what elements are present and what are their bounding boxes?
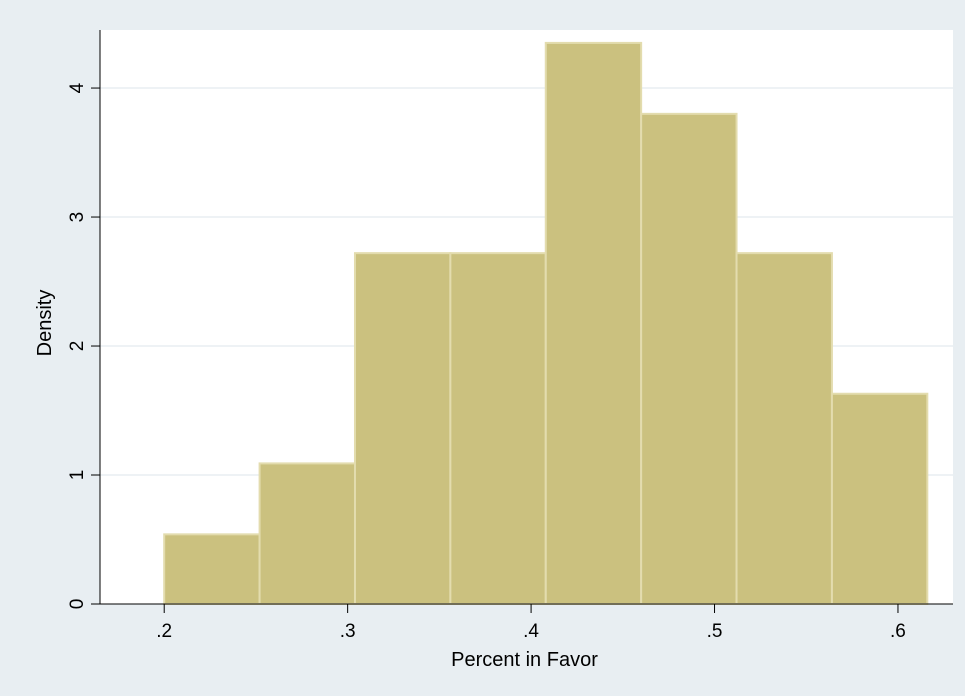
x-tick-label: .3 [340,621,356,642]
histogram-bar-2 [258,462,356,605]
y-tick-label: 4 [67,82,88,93]
histogram-bar-1 [163,533,261,605]
histogram-bar-5 [544,41,643,606]
y-tick-label: 2 [67,341,88,352]
y-tick-label: 0 [67,599,88,610]
x-tick-label: .4 [523,621,539,642]
x-axis-ticks: .2 .3 .4 .5 .6 [156,604,906,642]
histogram-bar-6 [640,112,738,606]
y-tick-label: 1 [67,470,88,481]
histogram-bar-7 [735,252,833,605]
y-tick-label: 3 [67,212,88,223]
x-tick-label: .2 [156,621,172,642]
x-tick-label: .6 [890,621,906,642]
y-axis-title: Density [34,290,56,357]
x-axis-title: Percent in Favor [451,649,598,671]
histogram-bar-8 [830,392,929,605]
histogram-bar-3 [353,252,452,605]
axes [99,30,953,605]
y-axis-ticks: 0 1 2 3 4 [67,82,100,609]
histogram-bar-4 [449,252,547,605]
x-tick-label: .5 [707,621,723,642]
